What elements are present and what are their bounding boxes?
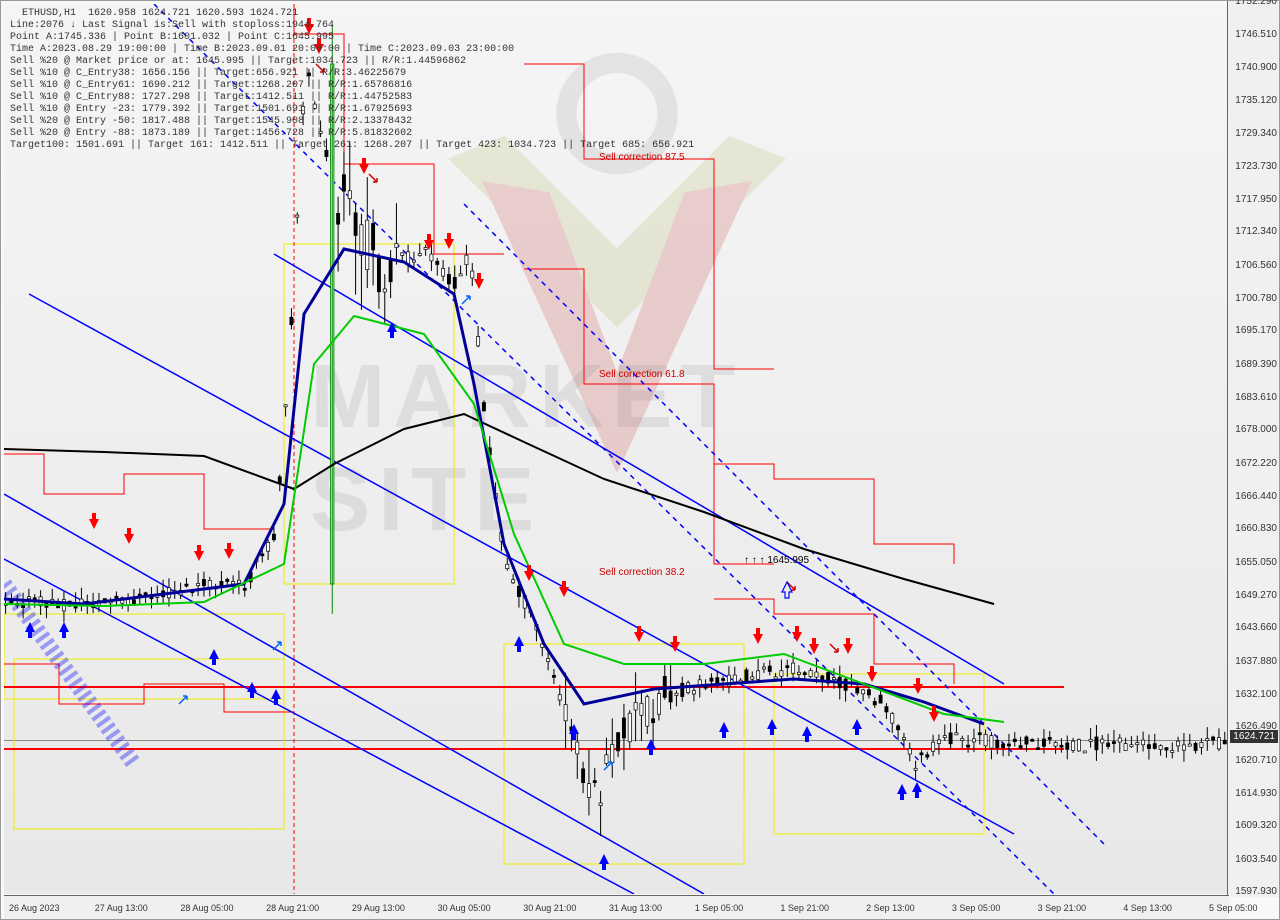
y-tick: 1735.120 — [1235, 95, 1277, 106]
info-times: Time A:2023.08.29 19:00:00 | Time B:2023… — [10, 44, 514, 55]
symbol-ohlc: ETHUSD,H1 1620.958 1624.721 1620.593 162… — [22, 8, 298, 19]
y-tick: 1752.290 — [1235, 0, 1277, 7]
y-tick: 1632.100 — [1235, 689, 1277, 700]
x-tick: 1 Sep 05:00 — [695, 903, 744, 913]
y-tick: 1683.610 — [1235, 392, 1277, 403]
x-tick: 28 Aug 05:00 — [180, 903, 233, 913]
y-tick: 1729.340 — [1235, 128, 1277, 139]
info-points: Point A:1745.336 | Point B:1601.032 | Po… — [10, 32, 334, 43]
annotation: ↑ ↑ ↑ 1645.995 — [744, 555, 809, 566]
x-tick: 31 Aug 13:00 — [609, 903, 662, 913]
x-tick: 3 Sep 21:00 — [1038, 903, 1087, 913]
y-tick: 1746.510 — [1235, 29, 1277, 40]
x-tick: 1 Sep 21:00 — [780, 903, 829, 913]
y-tick: 1740.900 — [1235, 62, 1277, 73]
y-tick: 1706.560 — [1235, 260, 1277, 271]
info-entry: Sell %10 @ C_Entry38: 1656.156 || Target… — [10, 68, 406, 79]
y-tick: 1609.320 — [1235, 820, 1277, 831]
info-entry: Sell %20 @ Entry -88: 1873.189 || Target… — [10, 128, 412, 139]
y-tick: 1643.660 — [1235, 622, 1277, 633]
y-tick: 1695.170 — [1235, 325, 1277, 336]
y-tick: 1700.780 — [1235, 293, 1277, 304]
chart-container: MARKET SITE ETHUSD,H1 1620.958 1624.721 … — [0, 0, 1280, 920]
x-tick: 27 Aug 13:00 — [95, 903, 148, 913]
annotation: Sell correction 61.8 — [599, 369, 685, 380]
x-tick: 29 Aug 13:00 — [352, 903, 405, 913]
x-tick: 28 Aug 21:00 — [266, 903, 319, 913]
x-tick: 26 Aug 2023 — [9, 903, 60, 913]
y-tick: 1649.270 — [1235, 590, 1277, 601]
watermark-logo — [392, 46, 842, 496]
y-tick: 1672.220 — [1235, 458, 1277, 469]
y-tick: 1655.050 — [1235, 557, 1277, 568]
info-entry: Target100: 1501.691 || Target 161: 1412.… — [10, 140, 694, 151]
info-entry: Sell %10 @ C_Entry88: 1727.298 || Target… — [10, 92, 412, 103]
info-entry: Sell %20 @ Entry -50: 1817.488 || Target… — [10, 116, 412, 127]
annotation: Sell correction 87.5 — [599, 152, 685, 163]
y-tick: 1660.830 — [1235, 523, 1277, 534]
y-tick: 1626.490 — [1235, 721, 1277, 732]
x-axis: 26 Aug 2023 27 Aug 13:00 28 Aug 05:00 28 Au… — [4, 895, 1229, 919]
y-tick: 1603.540 — [1235, 854, 1277, 865]
y-tick: 1678.000 — [1235, 424, 1277, 435]
x-tick: 30 Aug 05:00 — [438, 903, 491, 913]
y-tick: 1689.390 — [1235, 359, 1277, 370]
current-price-line — [4, 740, 1229, 741]
y-tick: 1614.930 — [1235, 788, 1277, 799]
y-tick: 1666.440 — [1235, 491, 1277, 502]
y-tick: 1597.930 — [1235, 886, 1277, 897]
annotation: Sell correction 38.2 — [599, 567, 685, 578]
info-entry: Sell %20 @ Market price or at: 1645.995 … — [10, 56, 466, 67]
info-entry: Sell %10 @ Entry -23: 1779.392 || Target… — [10, 104, 412, 115]
y-tick: 1712.340 — [1235, 226, 1277, 237]
info-line2: Line:2076 ↓ Last Signal is:Sell with sto… — [10, 20, 334, 31]
chart-area[interactable]: MARKET SITE ETHUSD,H1 1620.958 1624.721 … — [4, 4, 1229, 894]
x-tick: 5 Sep 05:00 — [1209, 903, 1258, 913]
x-tick: 3 Sep 05:00 — [952, 903, 1001, 913]
x-tick: 4 Sep 13:00 — [1123, 903, 1172, 913]
x-tick: 30 Aug 21:00 — [523, 903, 576, 913]
info-entry: Sell %10 @ C_Entry61: 1690.212 || Target… — [10, 80, 412, 91]
y-tick: 1723.730 — [1235, 161, 1277, 172]
y-tick: 1717.950 — [1235, 194, 1277, 205]
y-axis: 1624.721 1752.2901746.5101740.9001735.12… — [1227, 1, 1279, 897]
x-tick: 2 Sep 13:00 — [866, 903, 915, 913]
y-tick: 1620.710 — [1235, 755, 1277, 766]
y-tick: 1637.880 — [1235, 656, 1277, 667]
